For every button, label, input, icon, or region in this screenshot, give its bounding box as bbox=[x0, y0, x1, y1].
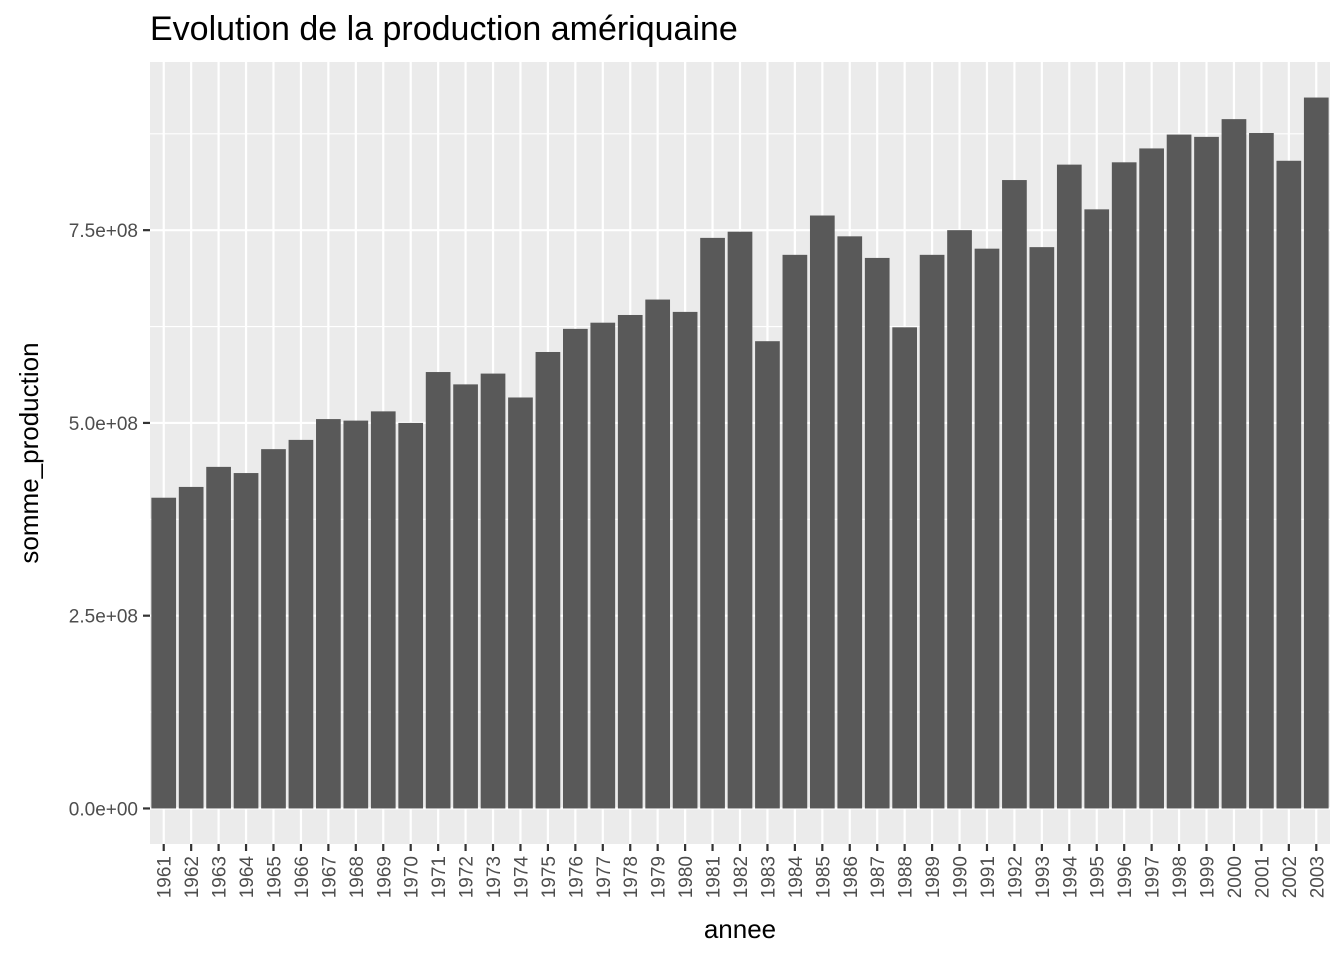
x-tick-label: 1964 bbox=[237, 856, 258, 899]
x-tick-label: 1996 bbox=[1115, 856, 1136, 898]
bar-1986 bbox=[837, 236, 863, 809]
bar-1969 bbox=[370, 411, 396, 809]
bar-1982 bbox=[727, 231, 753, 809]
bar-1980 bbox=[672, 311, 698, 809]
x-tick-label: 1988 bbox=[896, 856, 917, 898]
y-tick-label: 2.5e+08 bbox=[69, 607, 138, 628]
bar-1979 bbox=[645, 299, 671, 809]
x-tick-label: 1963 bbox=[210, 856, 231, 898]
y-axis: 0.0e+00 2.5e+08 5.0e+08 7.5e+08 bbox=[69, 221, 150, 820]
bar-1975 bbox=[535, 351, 561, 809]
x-tick-label: 1976 bbox=[566, 856, 587, 898]
x-tick-label: 2002 bbox=[1280, 856, 1301, 898]
bar-1998 bbox=[1166, 134, 1192, 809]
chart-title: Evolution de la production amériquaine bbox=[150, 10, 738, 48]
x-tick-label: 1989 bbox=[923, 856, 944, 898]
x-tick-label: 1990 bbox=[951, 856, 972, 898]
bar-1984 bbox=[782, 254, 808, 809]
bar-1981 bbox=[700, 237, 725, 809]
bar-2000 bbox=[1221, 119, 1247, 809]
bar-1973 bbox=[480, 373, 506, 809]
bar-1985 bbox=[809, 215, 835, 809]
bar-1965 bbox=[261, 449, 286, 809]
x-tick-label: 1972 bbox=[457, 856, 478, 898]
y-tick-label: 0.0e+00 bbox=[69, 799, 138, 820]
bars bbox=[151, 97, 1329, 809]
x-tick-label: 1973 bbox=[484, 856, 505, 898]
bar-1964 bbox=[233, 473, 259, 809]
x-tick-label: 1995 bbox=[1088, 856, 1109, 898]
bar-1962 bbox=[178, 486, 204, 809]
bar-1971 bbox=[425, 372, 451, 809]
x-tick-label: 1999 bbox=[1198, 856, 1219, 898]
x-tick-label: 2003 bbox=[1307, 856, 1328, 898]
x-axis: 1961 1962 1963 1964 1965 1966 1967 1968 1969 1970… bbox=[155, 844, 1328, 899]
x-tick-label: 1983 bbox=[758, 856, 779, 898]
x-tick-label: 2001 bbox=[1252, 856, 1273, 898]
y-tick-label: 7.5e+08 bbox=[69, 221, 138, 242]
bar-1968 bbox=[343, 420, 369, 809]
x-tick-label: 1992 bbox=[1005, 856, 1026, 898]
x-tick-label: 1987 bbox=[868, 856, 889, 898]
bar-1963 bbox=[206, 466, 231, 809]
bar-1997 bbox=[1139, 148, 1164, 809]
x-tick-label: 1971 bbox=[429, 856, 450, 898]
x-tick-label: 1993 bbox=[1033, 856, 1054, 898]
bar-1983 bbox=[755, 341, 780, 809]
bar-1966 bbox=[288, 439, 314, 809]
x-tick-label: 1982 bbox=[731, 856, 752, 898]
bar-1993 bbox=[1029, 247, 1055, 809]
bar-1995 bbox=[1084, 209, 1110, 809]
bar-1987 bbox=[864, 257, 890, 809]
x-tick-label: 1979 bbox=[649, 856, 670, 898]
x-tick-label: 1998 bbox=[1170, 856, 1191, 898]
x-tick-label: 1974 bbox=[511, 856, 532, 899]
bar-1974 bbox=[508, 397, 533, 809]
bar-2002 bbox=[1276, 160, 1302, 809]
bar-1977 bbox=[590, 322, 616, 809]
x-tick-label: 1969 bbox=[374, 856, 395, 898]
bar-1996 bbox=[1111, 162, 1137, 809]
bar-1992 bbox=[1002, 180, 1027, 809]
x-tick-label: 1986 bbox=[841, 856, 862, 898]
bar-1989 bbox=[919, 254, 945, 809]
x-tick-label: 1968 bbox=[347, 856, 368, 898]
x-tick-label: 1997 bbox=[1143, 856, 1164, 898]
x-tick-label: 1965 bbox=[264, 856, 285, 898]
x-tick-label: 1994 bbox=[1060, 856, 1081, 899]
x-tick-label: 1984 bbox=[786, 856, 807, 899]
x-tick-label: 1980 bbox=[676, 856, 697, 898]
x-tick-label: 1962 bbox=[182, 856, 203, 898]
y-tick-label: 5.0e+08 bbox=[69, 414, 138, 435]
bar-1961 bbox=[151, 497, 177, 809]
x-tick-label: 1978 bbox=[621, 856, 642, 898]
bar-1972 bbox=[453, 384, 478, 809]
x-tick-label: 1991 bbox=[978, 856, 999, 898]
x-tick-label: 1961 bbox=[155, 856, 176, 898]
bar-1990 bbox=[947, 230, 972, 809]
x-tick-label: 1967 bbox=[319, 856, 340, 898]
x-tick-label: 1970 bbox=[402, 856, 423, 898]
bar-2003 bbox=[1303, 97, 1329, 809]
bar-1999 bbox=[1194, 136, 1219, 809]
bar-2001 bbox=[1249, 133, 1274, 809]
x-axis-title: annee bbox=[704, 914, 776, 944]
bar-1967 bbox=[316, 419, 341, 809]
y-axis-title: somme_production bbox=[14, 342, 44, 563]
bar-1976 bbox=[563, 328, 588, 809]
x-tick-label: 1985 bbox=[813, 856, 834, 898]
bar-1978 bbox=[617, 314, 643, 809]
x-tick-label: 2000 bbox=[1225, 856, 1246, 898]
bar-1970 bbox=[398, 422, 424, 809]
x-tick-label: 1977 bbox=[594, 856, 615, 898]
bar-1988 bbox=[892, 327, 917, 809]
bar-1991 bbox=[974, 248, 1000, 809]
bar-1994 bbox=[1056, 164, 1082, 809]
x-tick-label: 1981 bbox=[704, 856, 725, 898]
x-tick-label: 1966 bbox=[292, 856, 313, 898]
x-tick-label: 1975 bbox=[539, 856, 560, 898]
